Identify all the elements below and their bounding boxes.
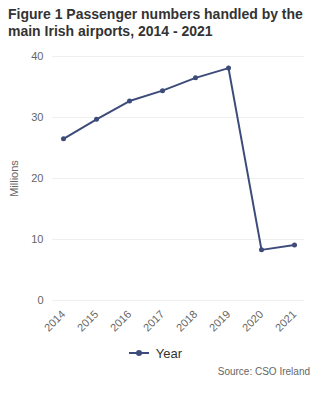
svg-text:2018: 2018 <box>174 308 200 334</box>
svg-text:2020: 2020 <box>240 308 266 334</box>
svg-text:40: 40 <box>31 50 43 62</box>
html-text:Year: Year <box>155 345 183 361</box>
svg-text:2014: 2014 <box>42 308 68 334</box>
svg-text:30: 30 <box>31 111 43 123</box>
svg-text:2017: 2017 <box>141 308 167 334</box>
svg-text:0: 0 <box>37 294 43 306</box>
svg-text:10: 10 <box>31 233 43 245</box>
html-text:Source: CSO Ireland: Source: CSO Ireland <box>217 366 310 377</box>
svg-text:2016: 2016 <box>108 308 134 334</box>
svg-text:20: 20 <box>31 172 43 184</box>
svg-text:2019: 2019 <box>207 308 233 334</box>
svg-text:2015: 2015 <box>75 308 101 334</box>
svg-text:2021: 2021 <box>273 308 299 334</box>
html-text:Figure 1 Passenger numbers han: Figure 1 Passenger numbers handled by th… <box>8 6 303 39</box>
svg-text:Millions: Millions <box>8 160 20 197</box>
